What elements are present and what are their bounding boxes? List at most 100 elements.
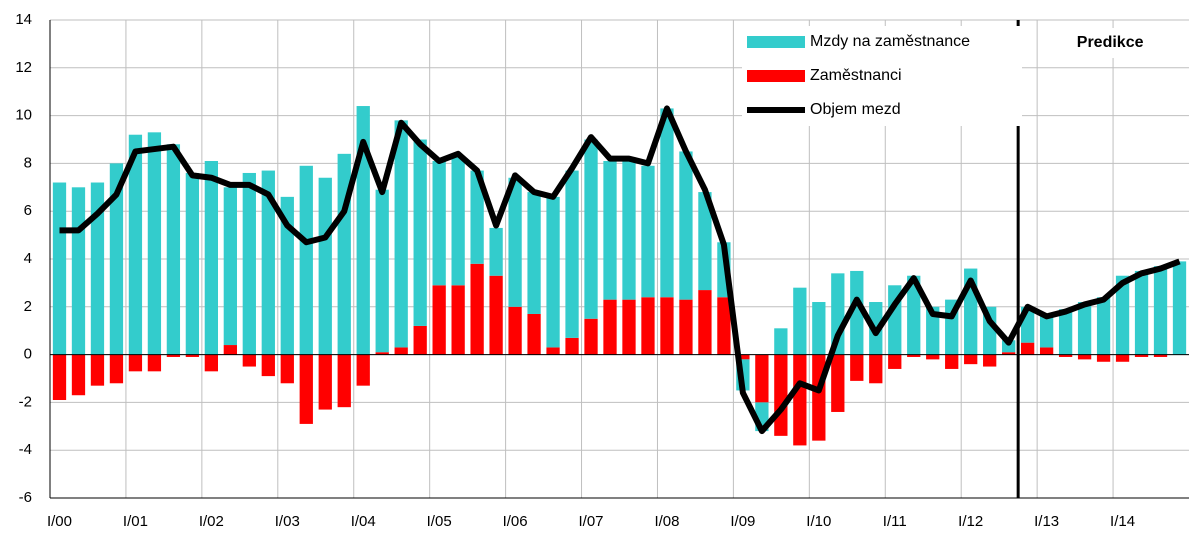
bar: [204, 354, 219, 372]
bar: [489, 275, 503, 355]
bar: [641, 165, 655, 298]
bar: [147, 132, 162, 355]
bar: [774, 354, 788, 436]
y-tick-label: 10: [15, 107, 32, 124]
annotation-box: [1038, 28, 1164, 58]
x-tick-label: I/14: [1110, 513, 1135, 530]
bar: [1096, 297, 1111, 355]
bar: [128, 134, 143, 355]
bar: [128, 354, 143, 372]
bar: [185, 354, 200, 357]
x-tick-label: I/03: [275, 513, 300, 530]
bar: [242, 354, 256, 367]
bar: [451, 156, 465, 286]
bar: [451, 285, 465, 355]
y-tick-label: 14: [15, 11, 32, 28]
x-tick-label: I/08: [654, 513, 679, 530]
bar: [375, 189, 389, 353]
bar: [242, 172, 256, 355]
x-tick-label: I/10: [806, 513, 831, 530]
bar: [223, 345, 237, 355]
bar: [983, 354, 997, 367]
bar: [584, 318, 598, 355]
bar: [527, 313, 541, 355]
x-tick-label: I/00: [47, 513, 72, 530]
bar: [280, 354, 294, 384]
bar: [356, 354, 370, 386]
y-tick-label: 4: [24, 250, 32, 267]
bar: [793, 287, 807, 355]
bar: [679, 299, 693, 355]
bar: [299, 165, 313, 355]
bar: [831, 354, 845, 412]
bar: [71, 187, 86, 355]
x-tick-label: I/11: [883, 513, 907, 530]
bar: [698, 290, 712, 355]
bar: [1058, 309, 1073, 355]
bar: [907, 354, 921, 357]
annotation: Predikce: [1077, 34, 1144, 51]
legend-label: Objem mezd: [810, 101, 901, 118]
bar: [508, 306, 522, 355]
bar: [565, 337, 579, 355]
y-tick-label: 12: [15, 59, 32, 76]
bar: [413, 325, 427, 355]
bar: [793, 354, 807, 446]
bar: [1153, 354, 1168, 357]
bar: [166, 354, 181, 357]
bar: [850, 270, 864, 355]
bar: [660, 297, 674, 355]
x-tick-label: I/01: [123, 513, 148, 530]
bar: [698, 192, 712, 291]
bar: [850, 354, 864, 381]
bar: [223, 187, 237, 346]
bar: [394, 347, 408, 355]
bar: [52, 182, 67, 355]
bar: [394, 120, 408, 348]
bar: [1039, 313, 1054, 348]
bar: [109, 354, 124, 384]
bar: [1002, 352, 1016, 355]
x-tick-label: I/06: [503, 513, 528, 530]
y-tick-label: 2: [24, 298, 32, 315]
bar: [546, 196, 560, 348]
bar: [204, 161, 219, 355]
bar: [90, 354, 105, 386]
bar: [622, 299, 636, 355]
x-tick-label: I/04: [351, 513, 376, 530]
bar: [90, 182, 105, 355]
bar: [679, 151, 693, 300]
x-tick-label: I/02: [199, 513, 224, 530]
bar: [52, 354, 67, 401]
bar: [1058, 354, 1073, 357]
bar: [527, 192, 541, 314]
legend-swatch: [747, 70, 805, 82]
bar: [603, 299, 617, 355]
bar: [945, 354, 959, 369]
bar: [185, 172, 200, 355]
y-tick-label: 8: [24, 154, 32, 171]
bar: [888, 354, 902, 369]
bar: [584, 139, 598, 319]
bar: [489, 227, 503, 276]
bar: [774, 328, 788, 355]
bar: [261, 354, 275, 377]
y-tick-label: -4: [19, 441, 32, 458]
bar: [1134, 270, 1149, 355]
bar: [1115, 354, 1130, 362]
bar: [603, 161, 617, 300]
bar: [147, 354, 162, 372]
bar: [926, 354, 940, 360]
bar: [926, 306, 940, 355]
x-tick-label: I/07: [579, 513, 604, 530]
bar: [1115, 275, 1130, 355]
bar: [1077, 302, 1092, 355]
bar: [432, 161, 446, 286]
bar: [1020, 342, 1035, 355]
bar: [660, 108, 674, 298]
bar: [755, 354, 769, 403]
bar: [1002, 340, 1016, 353]
bar: [375, 352, 389, 355]
bar: [565, 170, 579, 338]
x-tick-label: I/12: [958, 513, 983, 530]
